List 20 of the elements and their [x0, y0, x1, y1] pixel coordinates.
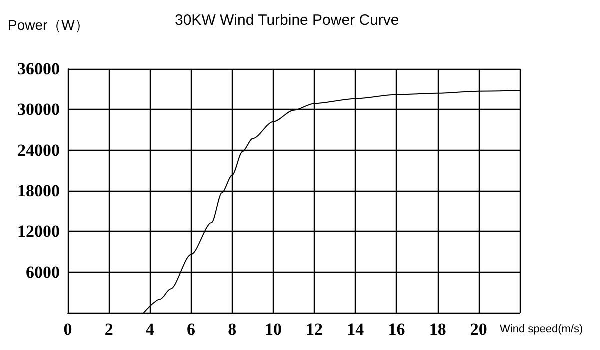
y-tick-label: 6000 — [26, 262, 60, 282]
x-tick-label: 12 — [306, 320, 324, 339]
x-tick-label: 2 — [104, 320, 114, 339]
x-tick-label: 20 — [470, 320, 488, 339]
x-tick-label: 14 — [347, 320, 365, 339]
y-axis-title: Power（W） — [8, 17, 89, 33]
x-tick-label: 6 — [187, 320, 196, 339]
y-tick-label: 24000 — [18, 140, 60, 160]
chart-title: 30KW Wind Turbine Power Curve — [175, 12, 400, 29]
x-tick-label: 8 — [228, 320, 237, 339]
x-axis-title: Wind speed(m/s) — [500, 324, 584, 336]
y-tick-label: 36000 — [18, 60, 60, 78]
x-tick-label: 18 — [429, 320, 446, 339]
x-tick-label: 10 — [264, 320, 282, 339]
x-tick-label: 16 — [388, 320, 406, 339]
x-tick-label: 0 — [64, 320, 72, 339]
x-tick-label: 4 — [146, 320, 155, 339]
y-tick-label: 30000 — [18, 100, 60, 120]
y-tick-label: 18000 — [18, 182, 60, 200]
y-tick-label: 12000 — [18, 222, 60, 242]
